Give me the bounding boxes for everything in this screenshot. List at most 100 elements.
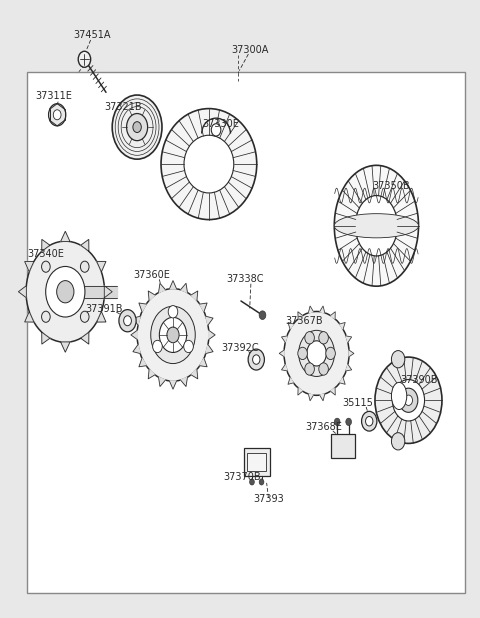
- Text: 37367B: 37367B: [286, 316, 324, 326]
- Polygon shape: [191, 291, 198, 300]
- Bar: [331, 434, 355, 457]
- Polygon shape: [308, 306, 313, 313]
- Text: 37392C: 37392C: [221, 343, 259, 353]
- Bar: [243, 448, 270, 476]
- Polygon shape: [158, 283, 166, 292]
- Polygon shape: [133, 345, 140, 353]
- Polygon shape: [42, 239, 50, 252]
- Polygon shape: [133, 316, 140, 325]
- Polygon shape: [131, 330, 137, 339]
- Polygon shape: [279, 350, 284, 357]
- Circle shape: [153, 341, 162, 353]
- Polygon shape: [180, 377, 187, 386]
- Circle shape: [127, 114, 148, 141]
- Circle shape: [326, 347, 336, 360]
- Bar: [247, 453, 266, 471]
- Circle shape: [305, 332, 314, 344]
- Polygon shape: [288, 378, 293, 384]
- Polygon shape: [340, 323, 345, 329]
- Polygon shape: [96, 311, 106, 322]
- Circle shape: [159, 317, 187, 352]
- Circle shape: [334, 418, 340, 426]
- Circle shape: [137, 289, 209, 381]
- Polygon shape: [209, 330, 215, 339]
- Circle shape: [112, 95, 162, 159]
- Polygon shape: [331, 311, 335, 319]
- Text: 37391B: 37391B: [85, 304, 122, 314]
- Ellipse shape: [391, 383, 407, 410]
- Polygon shape: [42, 332, 50, 344]
- Circle shape: [78, 51, 91, 67]
- Circle shape: [298, 347, 307, 360]
- Text: 37370B: 37370B: [224, 472, 261, 481]
- Circle shape: [151, 307, 195, 363]
- Circle shape: [366, 417, 373, 426]
- Text: 37311E: 37311E: [35, 91, 72, 101]
- Polygon shape: [340, 378, 345, 384]
- Polygon shape: [298, 388, 302, 395]
- Polygon shape: [200, 358, 207, 367]
- Circle shape: [168, 306, 178, 318]
- Polygon shape: [24, 261, 34, 272]
- Polygon shape: [308, 394, 313, 400]
- Polygon shape: [206, 316, 213, 325]
- Circle shape: [250, 479, 254, 485]
- Circle shape: [211, 124, 221, 136]
- Circle shape: [319, 363, 328, 375]
- Circle shape: [42, 261, 50, 273]
- Polygon shape: [81, 239, 89, 252]
- Text: 37360E: 37360E: [133, 270, 170, 280]
- Polygon shape: [139, 303, 146, 311]
- Polygon shape: [320, 306, 325, 313]
- Polygon shape: [200, 303, 207, 311]
- Circle shape: [375, 357, 442, 444]
- Circle shape: [46, 266, 85, 317]
- Circle shape: [119, 310, 136, 332]
- Circle shape: [346, 418, 351, 426]
- Ellipse shape: [184, 135, 234, 193]
- Ellipse shape: [334, 214, 419, 238]
- Circle shape: [259, 479, 264, 485]
- Text: 37338C: 37338C: [226, 274, 264, 284]
- Polygon shape: [60, 231, 70, 242]
- Circle shape: [392, 379, 424, 421]
- Circle shape: [81, 261, 89, 273]
- Polygon shape: [148, 370, 155, 379]
- Circle shape: [284, 311, 349, 396]
- Polygon shape: [331, 388, 335, 395]
- Polygon shape: [81, 332, 89, 344]
- Circle shape: [184, 341, 193, 353]
- Circle shape: [405, 395, 412, 405]
- Polygon shape: [281, 365, 287, 371]
- Circle shape: [391, 433, 405, 450]
- Polygon shape: [180, 283, 187, 292]
- Text: 37350B: 37350B: [372, 180, 409, 191]
- Text: 37451A: 37451A: [73, 30, 110, 40]
- Circle shape: [305, 363, 314, 375]
- Circle shape: [391, 350, 405, 368]
- Polygon shape: [346, 365, 352, 371]
- Circle shape: [399, 388, 418, 412]
- Polygon shape: [158, 377, 166, 386]
- Polygon shape: [191, 370, 198, 379]
- Polygon shape: [298, 311, 302, 319]
- Polygon shape: [96, 261, 106, 272]
- Text: 37393: 37393: [253, 494, 284, 504]
- Circle shape: [57, 281, 74, 303]
- Text: 37321B: 37321B: [104, 102, 142, 112]
- Circle shape: [299, 331, 335, 376]
- Polygon shape: [60, 342, 70, 352]
- Text: 37300A: 37300A: [231, 45, 268, 55]
- Polygon shape: [281, 336, 287, 342]
- Circle shape: [53, 110, 61, 120]
- Circle shape: [133, 122, 141, 132]
- Text: 37330E: 37330E: [203, 119, 240, 129]
- Circle shape: [361, 412, 377, 431]
- Circle shape: [252, 355, 260, 364]
- Polygon shape: [288, 323, 293, 329]
- Circle shape: [167, 327, 179, 343]
- Polygon shape: [320, 394, 325, 400]
- Text: 35115: 35115: [342, 398, 372, 408]
- Circle shape: [259, 311, 266, 320]
- Polygon shape: [139, 358, 146, 367]
